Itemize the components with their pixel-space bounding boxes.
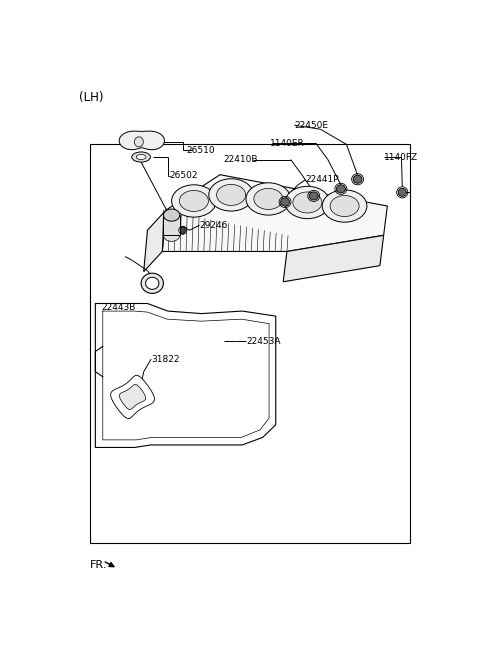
Polygon shape — [162, 174, 387, 251]
Polygon shape — [283, 236, 384, 282]
Polygon shape — [96, 304, 276, 447]
Text: FR.: FR. — [90, 560, 107, 569]
Ellipse shape — [141, 273, 163, 293]
Ellipse shape — [281, 198, 289, 206]
Text: 31822: 31822 — [151, 354, 180, 363]
Text: (LH): (LH) — [79, 91, 103, 104]
Text: 22443B: 22443B — [102, 302, 136, 312]
Ellipse shape — [353, 175, 362, 183]
Ellipse shape — [293, 192, 322, 213]
Polygon shape — [111, 375, 155, 419]
Ellipse shape — [136, 154, 146, 159]
Text: 22441P: 22441P — [305, 175, 339, 184]
Ellipse shape — [209, 178, 253, 211]
Ellipse shape — [180, 227, 185, 234]
Text: 22453A: 22453A — [246, 337, 280, 346]
Text: 22450E: 22450E — [294, 121, 328, 130]
Polygon shape — [144, 210, 166, 272]
Ellipse shape — [398, 188, 407, 196]
Text: 22410B: 22410B — [224, 155, 258, 164]
Ellipse shape — [145, 277, 159, 289]
Ellipse shape — [285, 186, 330, 218]
Ellipse shape — [172, 185, 216, 217]
Ellipse shape — [163, 209, 180, 221]
Polygon shape — [119, 131, 165, 150]
Ellipse shape — [132, 152, 150, 162]
Text: 26502: 26502 — [170, 171, 198, 180]
Ellipse shape — [246, 183, 291, 215]
Ellipse shape — [134, 137, 144, 147]
Bar — [90, 144, 410, 543]
Polygon shape — [163, 215, 180, 236]
Ellipse shape — [216, 184, 246, 205]
Text: 1140FZ: 1140FZ — [384, 152, 418, 161]
Text: 26510: 26510 — [186, 146, 215, 155]
Polygon shape — [120, 384, 146, 409]
Ellipse shape — [163, 229, 180, 241]
Ellipse shape — [180, 190, 208, 211]
Ellipse shape — [336, 185, 345, 193]
Ellipse shape — [330, 195, 359, 216]
Ellipse shape — [322, 190, 367, 222]
Text: 29246: 29246 — [200, 220, 228, 230]
Ellipse shape — [309, 192, 318, 200]
Ellipse shape — [254, 188, 283, 209]
Text: 1140ER: 1140ER — [270, 139, 305, 148]
